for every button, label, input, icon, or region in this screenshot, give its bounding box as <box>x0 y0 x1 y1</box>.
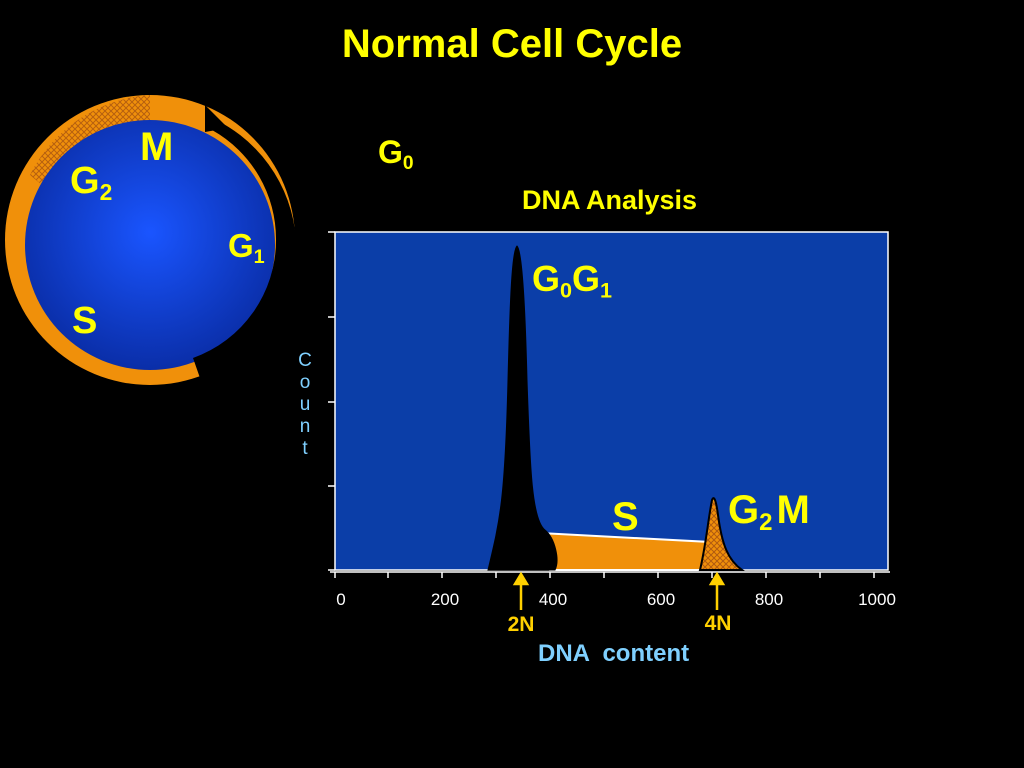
x-axis <box>330 571 890 578</box>
peak-label-s: S <box>612 495 639 539</box>
g0g1-peak <box>487 245 558 571</box>
cell-body <box>25 120 275 370</box>
y-axis-label: C o u n t <box>298 350 312 459</box>
cycle-label-g1: G1 <box>228 227 265 268</box>
cycle-label-s: S <box>72 300 98 342</box>
g2m-peak <box>698 497 746 571</box>
g0-label: G0 <box>378 134 414 174</box>
marker-4n: 4N <box>704 612 732 635</box>
peak-label-g0g1: G0G1 <box>532 258 613 303</box>
x-tick-label: 0 <box>336 590 346 609</box>
x-tick-label: 800 <box>754 590 784 609</box>
cycle-label-g2: G2 <box>70 160 113 205</box>
cycle-label-m: M <box>140 125 174 169</box>
marker-2n: 2N <box>507 613 535 636</box>
peak-label-g2m: G2 M <box>728 488 810 537</box>
x-tick-label: 400 <box>538 590 568 609</box>
plot-area <box>334 231 889 571</box>
y-axis-ticks <box>328 231 335 571</box>
g1-black-arc <box>193 115 297 378</box>
x-axis-label: DNA content <box>538 640 690 667</box>
marker-arrows <box>512 571 726 610</box>
cell-cycle-diagram <box>5 95 297 385</box>
page-title: Normal Cell Cycle <box>341 22 683 66</box>
plot-title: DNA Analysis <box>522 185 698 215</box>
x-tick-label: 1000 <box>858 590 896 609</box>
x-tick-label: 200 <box>430 590 460 609</box>
x-tick-label: 600 <box>646 590 676 609</box>
